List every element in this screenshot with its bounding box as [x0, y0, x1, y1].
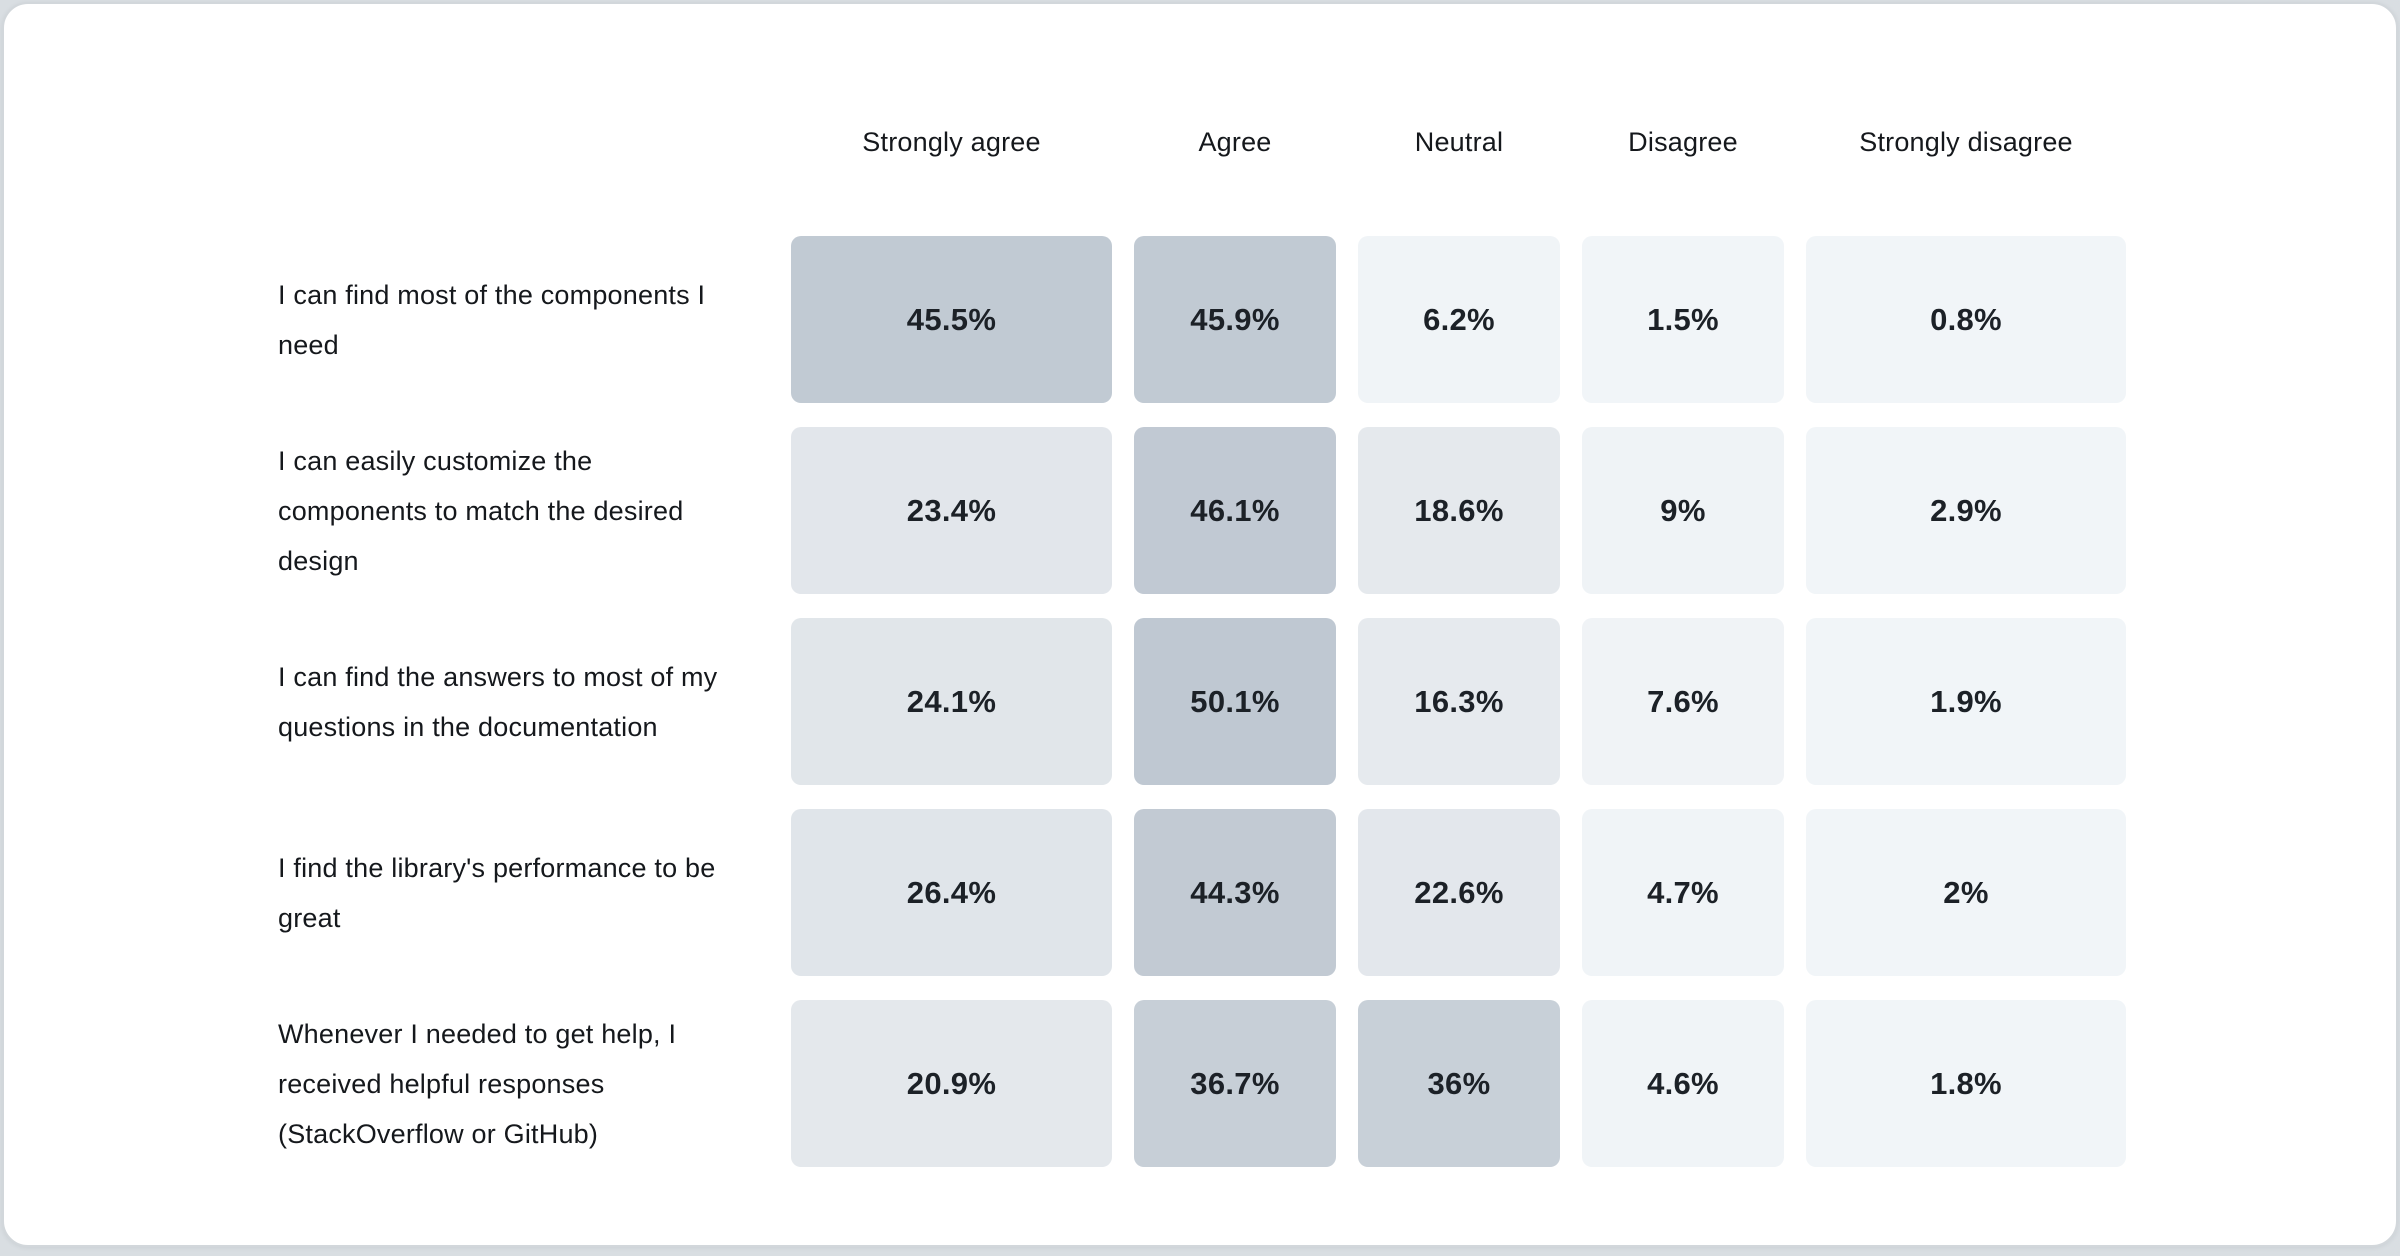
row-label: I can find the answers to most of my que… [278, 661, 718, 742]
row-label: I can find most of the components I need [278, 279, 706, 360]
heatmap-cell: 45.9% [1134, 236, 1336, 403]
heatmap-cell: 45.5% [791, 236, 1112, 403]
heatmap-cell: 1.9% [1806, 618, 2126, 785]
heatmap-cell: 2% [1806, 809, 2126, 976]
row-label: I find the library's performance to be g… [278, 852, 716, 933]
corner-spacer [278, 72, 769, 212]
heatmap-cell: 7.6% [1582, 618, 1784, 785]
column-header: Strongly agree [862, 126, 1041, 157]
column-header: Neutral [1414, 126, 1504, 157]
heatmap-cell: 2.9% [1806, 427, 2126, 594]
heatmap-cell: 46.1% [1134, 427, 1336, 594]
column-header: Strongly disagree [1859, 126, 2073, 157]
heatmap-cell: 0.8% [1806, 236, 2126, 403]
heatmap-cell: 18.6% [1358, 427, 1560, 594]
heatmap-cell: 24.1% [791, 618, 1112, 785]
heatmap-cell: 36% [1358, 1000, 1560, 1167]
column-header: Disagree [1628, 126, 1738, 157]
heatmap-cell: 20.9% [791, 1000, 1112, 1167]
heatmap-cell: 26.4% [791, 809, 1112, 976]
heatmap-cell: 16.3% [1358, 618, 1560, 785]
heatmap-grid: Strongly agree Agree Neutral Disagree Strong… [4, 4, 2396, 1167]
heatmap-cell: 36.7% [1134, 1000, 1336, 1167]
heatmap-cell: 9% [1582, 427, 1784, 594]
heatmap-cell: 44.3% [1134, 809, 1336, 976]
row-label: Whenever I needed to get help, I receive… [278, 1018, 677, 1149]
heatmap-cell: 4.6% [1582, 1000, 1784, 1167]
heatmap-cell: 1.5% [1582, 236, 1784, 403]
heatmap-cell: 1.8% [1806, 1000, 2126, 1167]
heatmap-cell: 22.6% [1358, 809, 1560, 976]
heatmap-cell: 23.4% [791, 427, 1112, 594]
heatmap-cell: 6.2% [1358, 236, 1560, 403]
column-header: Agree [1198, 126, 1272, 157]
heatmap-cell: 4.7% [1582, 809, 1784, 976]
row-label: I can easily customize the components to… [278, 445, 684, 576]
heatmap-cell: 50.1% [1134, 618, 1336, 785]
